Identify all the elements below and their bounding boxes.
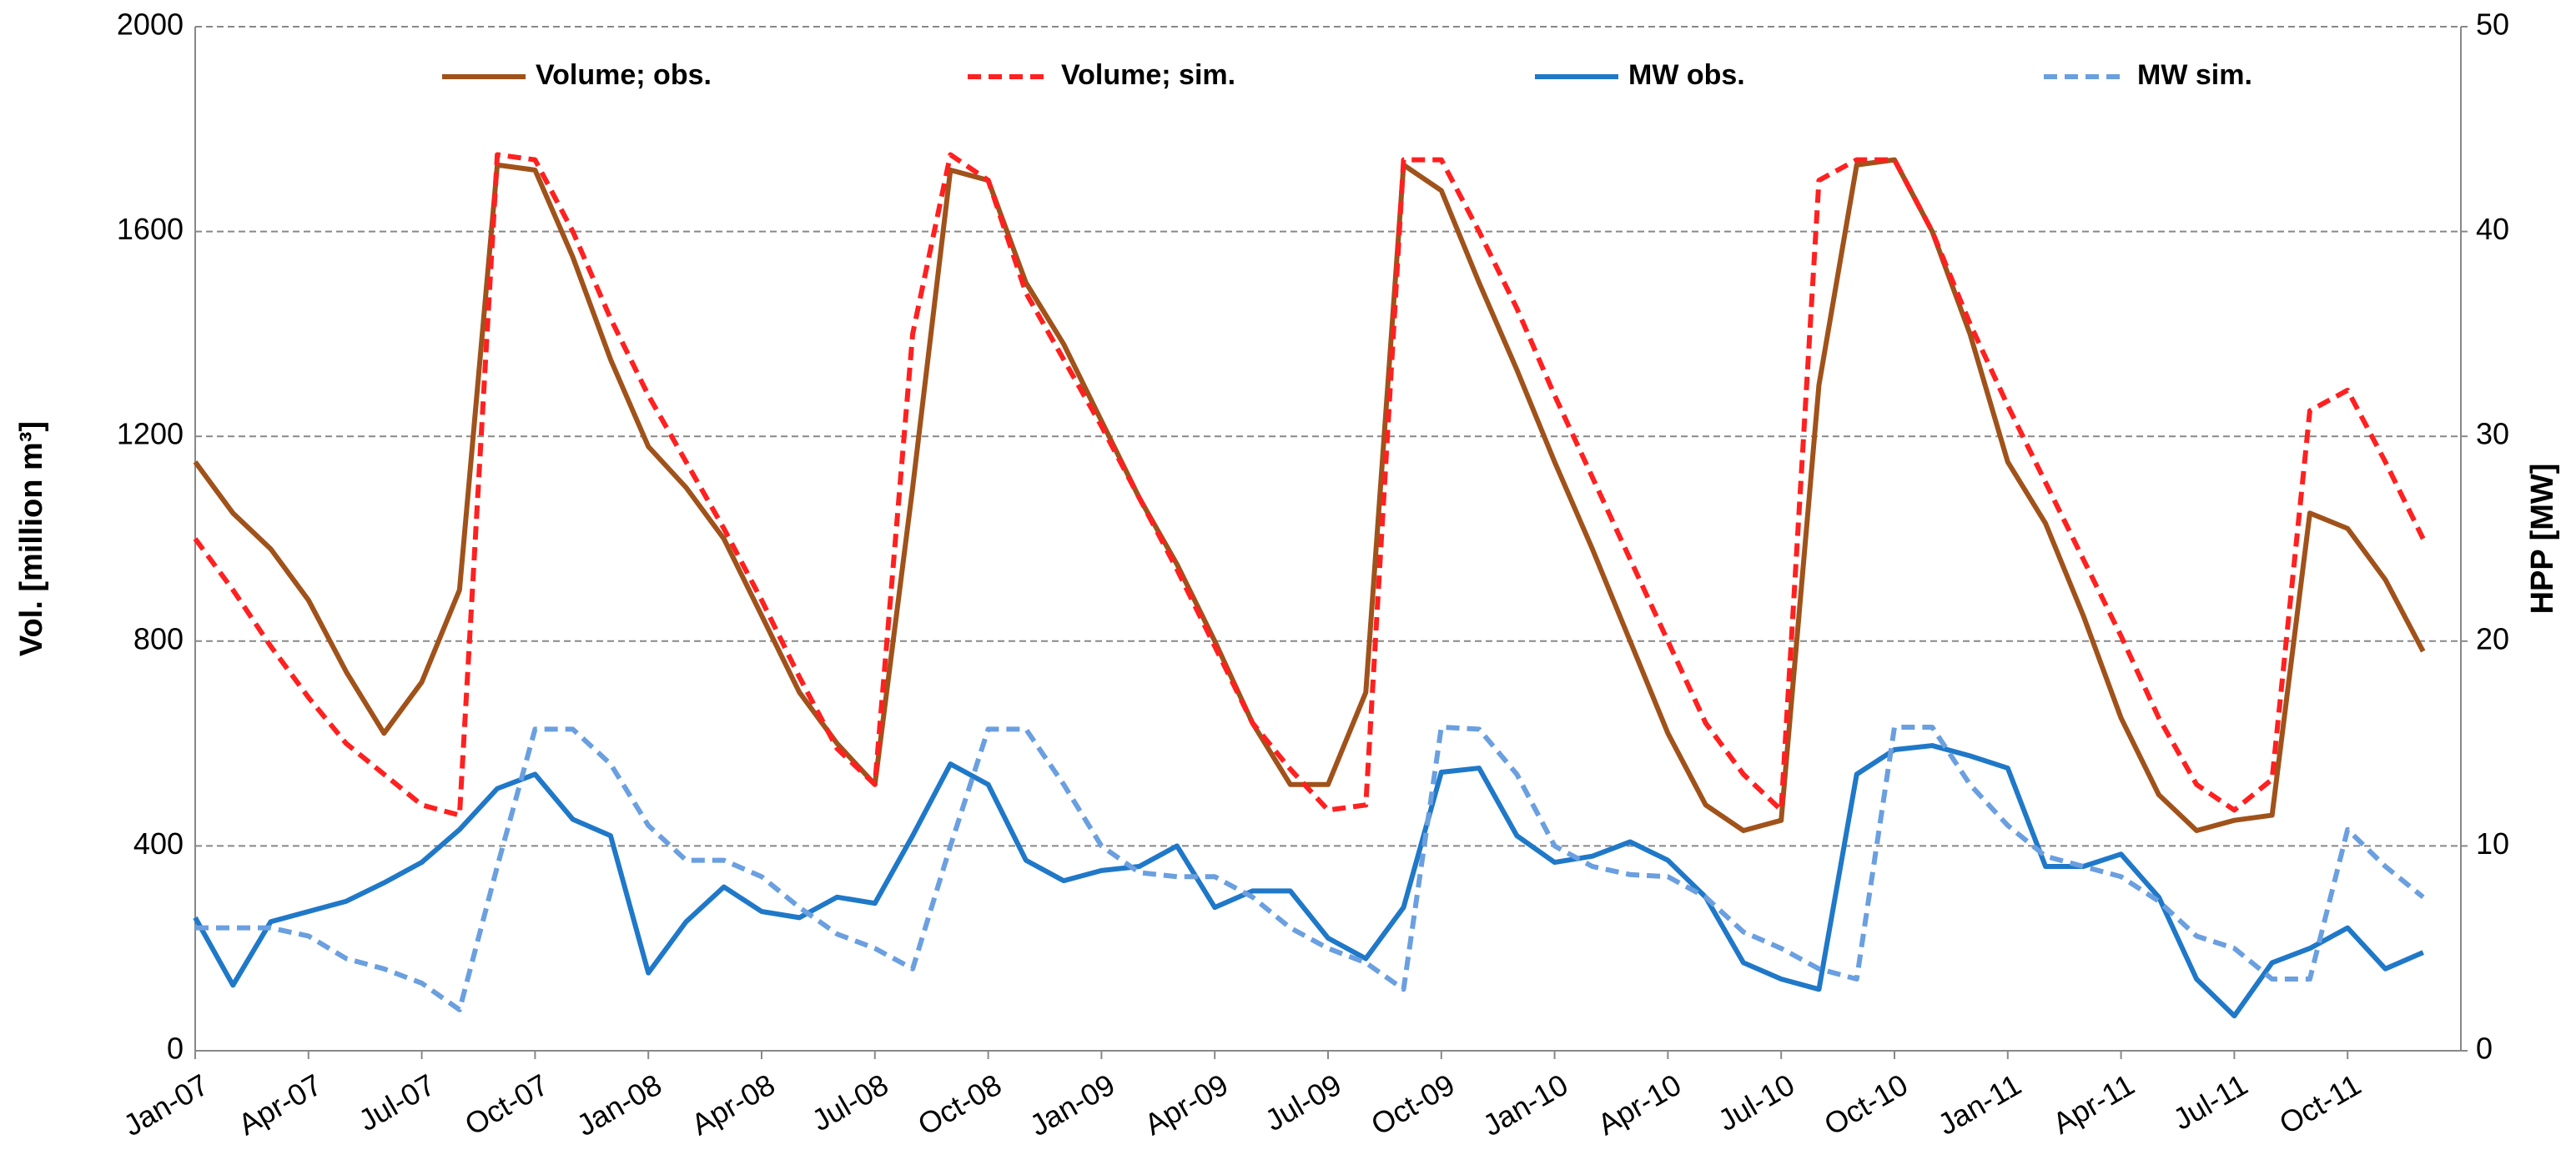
- legend-label: MW sim.: [2137, 59, 2252, 91]
- x-tick-label: Oct-11: [2273, 1067, 2367, 1141]
- x-tick-label: Oct-10: [1819, 1067, 1914, 1142]
- x-tick-label: Jul-07: [353, 1067, 440, 1138]
- y-tick-label: 1600: [117, 212, 184, 246]
- x-tick-label: Apr-10: [1592, 1067, 1687, 1142]
- x-tick-label: Apr-09: [1139, 1067, 1234, 1142]
- x-tick-label: Oct-09: [1365, 1067, 1460, 1142]
- y2-tick-label: 10: [2476, 826, 2509, 861]
- y-axis-label: Vol. [million m³]: [14, 421, 49, 656]
- x-tick-label: Jan-09: [1024, 1067, 1120, 1143]
- series-line: [195, 724, 2425, 1012]
- y-tick-label: 800: [133, 621, 184, 655]
- x-tick-label: Jan-08: [571, 1067, 667, 1143]
- y-tick-label: 1200: [117, 417, 184, 451]
- y2-tick-label: 50: [2476, 8, 2509, 42]
- y2-tick-label: 0: [2476, 1032, 2493, 1066]
- x-tick-label: Jul-09: [1259, 1067, 1346, 1138]
- x-tick-label: Jul-08: [806, 1067, 893, 1138]
- x-tick-label: Apr-11: [2047, 1067, 2141, 1141]
- x-tick-label: Oct-08: [912, 1067, 1007, 1142]
- series-line: [193, 152, 2426, 818]
- x-tick-label: Apr-07: [232, 1067, 327, 1142]
- y2-tick-label: 20: [2476, 621, 2509, 655]
- series-line: [193, 743, 2424, 1019]
- x-tick-label: Jul-11: [2167, 1067, 2253, 1137]
- series-line: [193, 157, 2426, 833]
- legend-label: Volume; obs.: [536, 59, 712, 91]
- x-tick-label: Apr-08: [686, 1067, 781, 1142]
- legend-label: MW obs.: [1628, 59, 1745, 91]
- y2-tick-label: 30: [2476, 417, 2509, 451]
- legend-label: Volume; sim.: [1061, 59, 1235, 91]
- x-tick-label: Jan-10: [1477, 1067, 1574, 1143]
- y-tick-label: 2000: [117, 8, 184, 42]
- x-tick-label: Jul-10: [1713, 1067, 1800, 1138]
- y2-axis-label: HPP [MW]: [2525, 464, 2560, 615]
- x-tick-label: Jan-11: [1932, 1067, 2027, 1142]
- y-tick-label: 400: [133, 826, 184, 861]
- y-tick-label: 0: [167, 1032, 184, 1066]
- x-tick-label: Oct-07: [459, 1067, 554, 1142]
- y2-tick-label: 40: [2476, 212, 2509, 246]
- x-tick-label: Jan-07: [118, 1067, 214, 1143]
